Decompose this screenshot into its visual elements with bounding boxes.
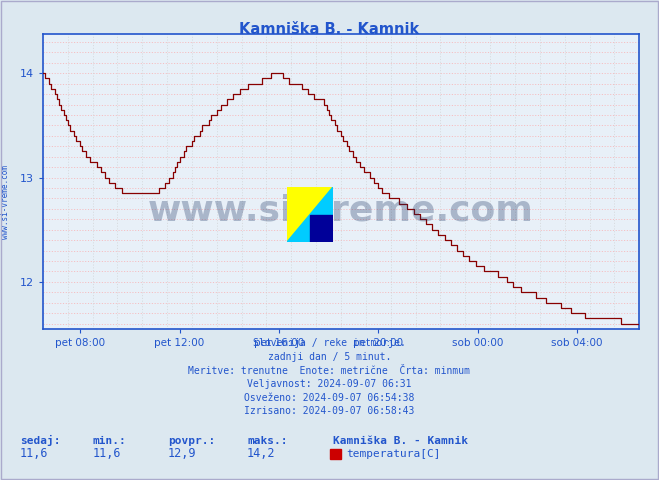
- Polygon shape: [287, 187, 333, 242]
- Text: www.si-vreme.com: www.si-vreme.com: [1, 165, 10, 239]
- Text: Kamniška B. - Kamnik: Kamniška B. - Kamnik: [239, 22, 420, 36]
- Text: maks.:: maks.:: [247, 436, 287, 446]
- Text: sedaj:: sedaj:: [20, 435, 60, 446]
- Text: 14,2: 14,2: [247, 447, 275, 460]
- Text: povpr.:: povpr.:: [168, 436, 215, 446]
- Text: Kamniška B. - Kamnik: Kamniška B. - Kamnik: [333, 436, 468, 446]
- Text: Slovenija / reke in morje.
zadnji dan / 5 minut.
Meritve: trenutne  Enote: metri: Slovenija / reke in morje. zadnji dan / …: [188, 338, 471, 417]
- Text: www.si-vreme.com: www.si-vreme.com: [148, 194, 534, 228]
- Text: temperatura[C]: temperatura[C]: [346, 449, 440, 459]
- Text: 11,6: 11,6: [92, 447, 121, 460]
- Text: 12,9: 12,9: [168, 447, 196, 460]
- Bar: [310, 215, 333, 242]
- Text: 11,6: 11,6: [20, 447, 48, 460]
- Text: min.:: min.:: [92, 436, 126, 446]
- Polygon shape: [287, 187, 333, 242]
